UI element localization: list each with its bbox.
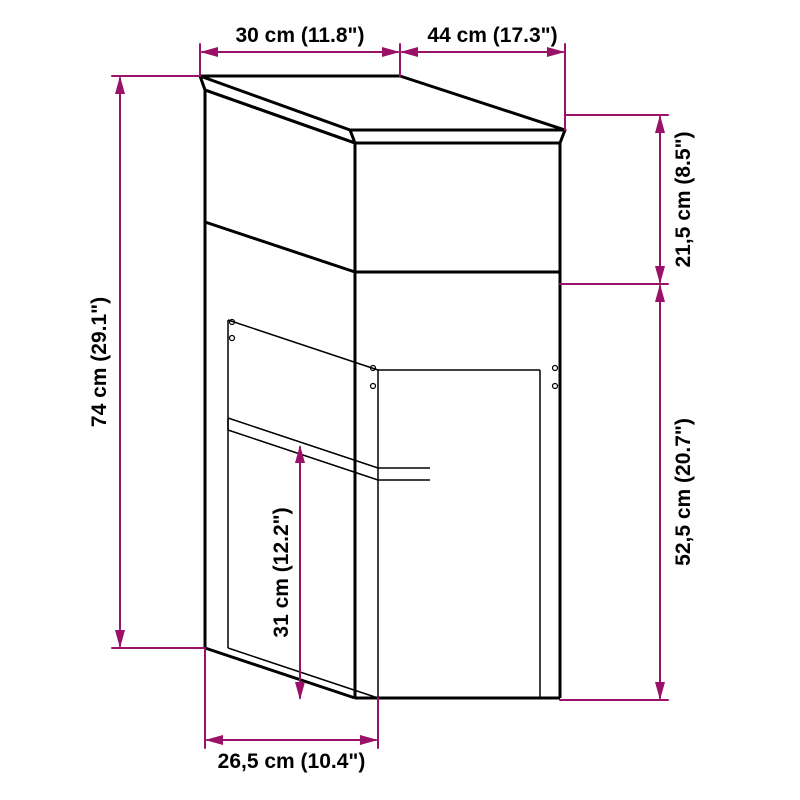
label-width: 44 cm (17.3") xyxy=(427,24,557,47)
dimension-diagram: 30 cm (11.8") 44 cm (17.3") 74 cm (29.1") 2… xyxy=(0,0,800,800)
label-lower-right: 52,5 cm (20.7") xyxy=(672,418,695,566)
dimension-lines xyxy=(112,44,668,748)
dimension-labels: 30 cm (11.8") 44 cm (17.3") 74 cm (29.1") 2… xyxy=(88,24,695,773)
label-inner-height: 31 cm (12.2") xyxy=(270,507,293,637)
label-depth: 30 cm (11.8") xyxy=(235,24,364,47)
label-upper-right: 21,5 cm (8.5") xyxy=(672,131,695,267)
label-inner-width: 26,5 cm (10.4") xyxy=(218,750,366,773)
furniture-outline xyxy=(200,76,565,698)
label-height: 74 cm (29.1") xyxy=(88,297,111,427)
